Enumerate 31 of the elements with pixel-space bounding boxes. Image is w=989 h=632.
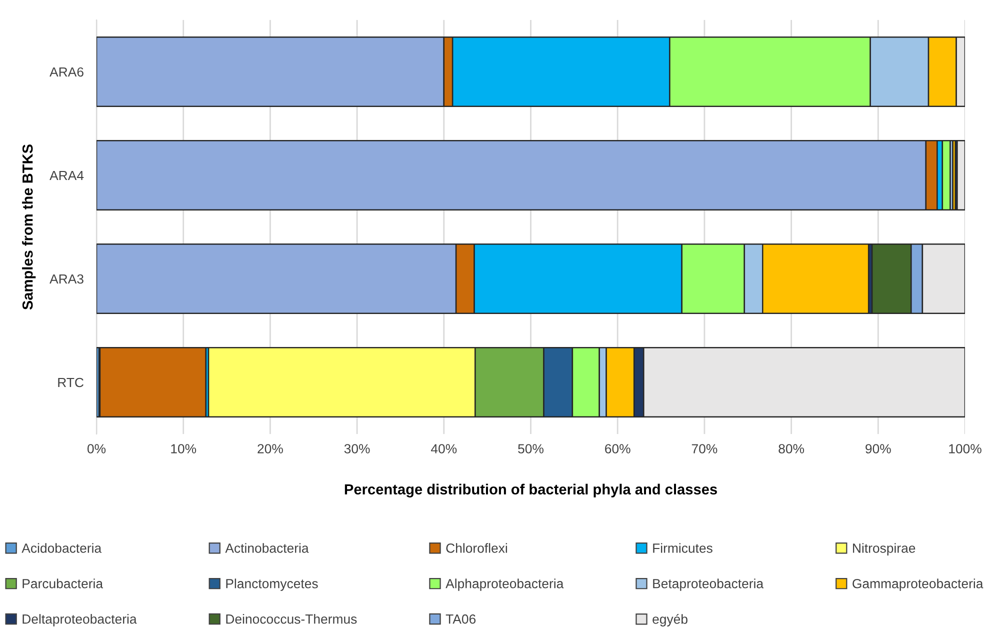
x-tick-label: 90% [866,444,891,454]
x-tick-label: 30% [344,444,370,454]
x-tick-label: 10% [171,444,196,454]
x-tick-label: 100% [949,444,982,454]
legend-label: Chloroflexi [446,543,508,553]
legend-label: Deinococcus-Thermus [226,614,357,624]
x-tick-label: 60% [605,444,630,454]
y-tick-label: RTC [58,378,84,388]
y-axis-title: Samples from the BTKS [22,144,36,310]
legend-label: Gammaproteobacteria [852,578,984,591]
x-tick-label: 70% [692,444,718,454]
x-tick-label: 0% [87,444,106,454]
legend-label: Planctomycetes [226,578,318,591]
legend-label: TA06 [446,614,476,624]
legend-label: Betaproteobacteria [653,578,764,591]
y-tick-label: ARA4 [50,170,84,180]
legend-label: Firmicutes [653,543,712,553]
legend-label: Nitrospirae [853,543,916,556]
y-tick-label: ARA3 [50,274,84,284]
x-tick-label: 80% [778,444,804,454]
x-tick-label: 50% [518,444,544,454]
legend-label: Actinobacteria [225,543,309,553]
legend-label: Parcubacteria [22,578,104,588]
legend-label: egyéb [652,614,688,626]
y-tick-label: ARA6 [50,67,84,77]
legend-label: Acidobacteria [22,543,102,553]
x-tick-label: 40% [431,444,457,454]
x-tick-label: 20% [258,444,283,454]
legend-label: Alphaproteobacteria [446,578,564,591]
legend-label: Deltaproteobacteria [22,614,137,626]
x-axis-title: Percentage distribution of bacterial phyla and classes [344,484,717,498]
